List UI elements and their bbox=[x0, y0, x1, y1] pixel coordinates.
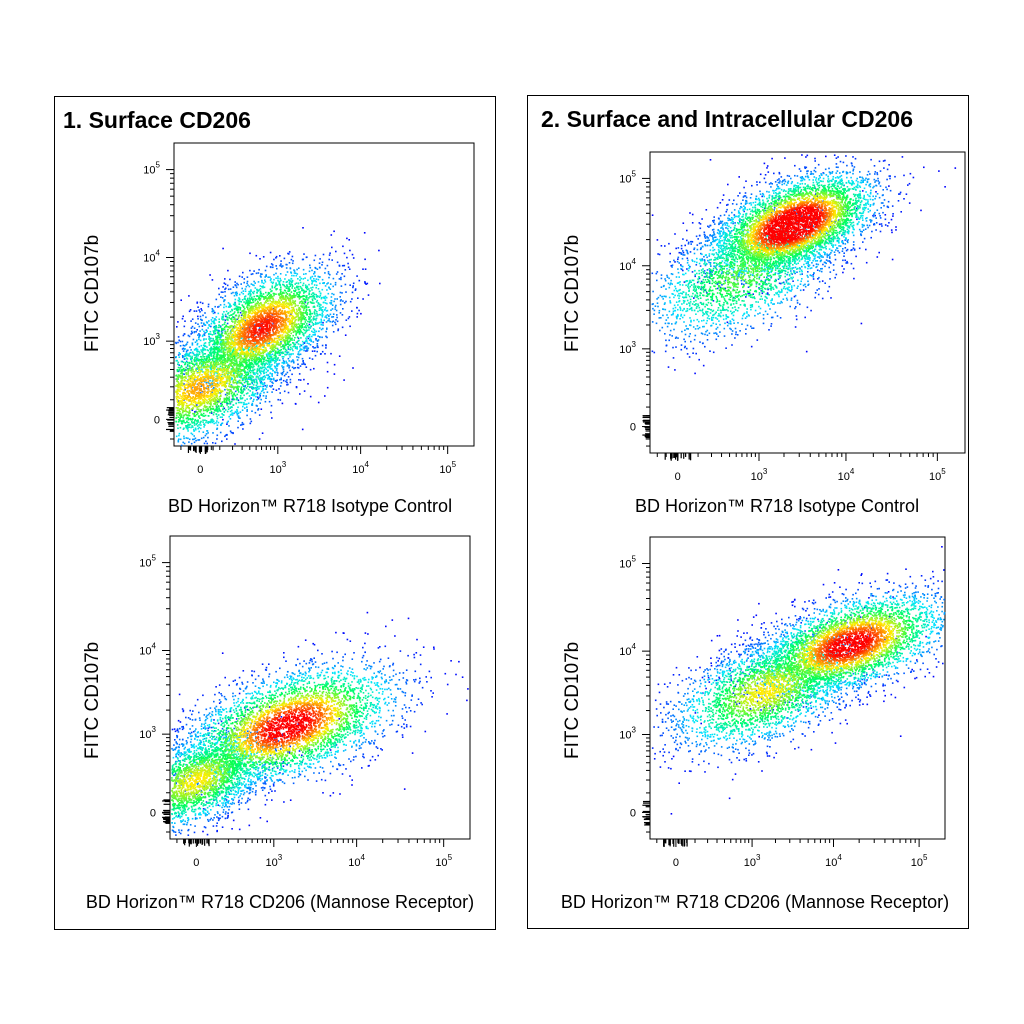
x-tick-label: 0 bbox=[193, 857, 199, 869]
x-axis-label: BD Horizon™ R718 CD206 (Mannose Receptor… bbox=[60, 892, 500, 913]
dot-plot: 0 0 103 103 104 104 105 105 bbox=[619, 151, 966, 483]
x-tick-label: 0 bbox=[197, 464, 203, 476]
y-tick-label: 104 bbox=[143, 249, 160, 265]
x-tick-label: 105 bbox=[435, 853, 452, 869]
y-tick-label: 0 bbox=[630, 807, 636, 819]
y-tick-label: 103 bbox=[619, 725, 636, 741]
x-tick-label: 105 bbox=[929, 467, 946, 483]
y-tick-label: 104 bbox=[139, 642, 156, 658]
panel-title: 1. Surface CD206 bbox=[63, 107, 251, 134]
y-tick-label: 104 bbox=[619, 257, 636, 273]
axis-rug bbox=[162, 799, 210, 847]
x-tick-label: 103 bbox=[265, 853, 282, 869]
dot-plot: 0 0 103 103 104 104 105 105 bbox=[139, 535, 471, 869]
dot-plot: 0 0 103 103 104 104 105 105 bbox=[143, 142, 475, 476]
x-tick-label: 103 bbox=[751, 467, 768, 483]
x-tick-label: 103 bbox=[269, 460, 286, 476]
y-tick-label: 105 bbox=[619, 169, 636, 185]
y-axis-label: FITC CD107b bbox=[82, 642, 104, 759]
y-tick-label: 105 bbox=[143, 161, 160, 177]
x-tick-label: 103 bbox=[744, 853, 761, 869]
x-tick-label: 104 bbox=[348, 853, 365, 869]
x-tick-label: 104 bbox=[838, 467, 855, 483]
x-axis-label: BD Horizon™ R718 CD206 (Mannose Receptor… bbox=[535, 892, 975, 913]
y-tick-label: 0 bbox=[154, 414, 160, 426]
x-tick-label: 105 bbox=[439, 460, 456, 476]
y-tick-label: 105 bbox=[619, 555, 636, 571]
panel-title: 2. Surface and Intracellular CD206 bbox=[541, 106, 913, 133]
axis-rug bbox=[642, 800, 688, 847]
y-tick-label: 103 bbox=[619, 340, 636, 356]
event-dots bbox=[171, 611, 469, 836]
axis-ticks bbox=[166, 169, 449, 454]
y-tick-label: 0 bbox=[150, 807, 156, 819]
event-dots bbox=[651, 546, 946, 815]
y-tick-label: 103 bbox=[143, 332, 160, 348]
x-tick-label: 104 bbox=[352, 460, 369, 476]
x-tick-label: 105 bbox=[911, 853, 928, 869]
y-axis-label: FITC CD107b bbox=[82, 235, 104, 352]
x-tick-label: 0 bbox=[673, 857, 679, 869]
y-tick-label: 104 bbox=[619, 642, 636, 658]
y-tick-label: 105 bbox=[139, 554, 156, 570]
dot-plot: 0 0 103 103 104 104 105 105 bbox=[619, 536, 946, 869]
x-tick-label: 0 bbox=[675, 471, 681, 483]
x-tick-label: 104 bbox=[825, 853, 842, 869]
event-dots bbox=[651, 154, 957, 375]
axis-rug bbox=[642, 415, 692, 461]
y-axis-label: FITC CD107b bbox=[562, 235, 584, 352]
x-axis-label: BD Horizon™ R718 Isotype Control bbox=[100, 496, 520, 517]
y-axis-label: FITC CD107b bbox=[562, 642, 584, 759]
y-tick-label: 103 bbox=[139, 725, 156, 741]
event-dots bbox=[175, 227, 381, 447]
axis-rug bbox=[166, 407, 214, 454]
x-axis-label: BD Horizon™ R718 Isotype Control bbox=[567, 496, 987, 517]
y-tick-label: 0 bbox=[630, 422, 636, 434]
